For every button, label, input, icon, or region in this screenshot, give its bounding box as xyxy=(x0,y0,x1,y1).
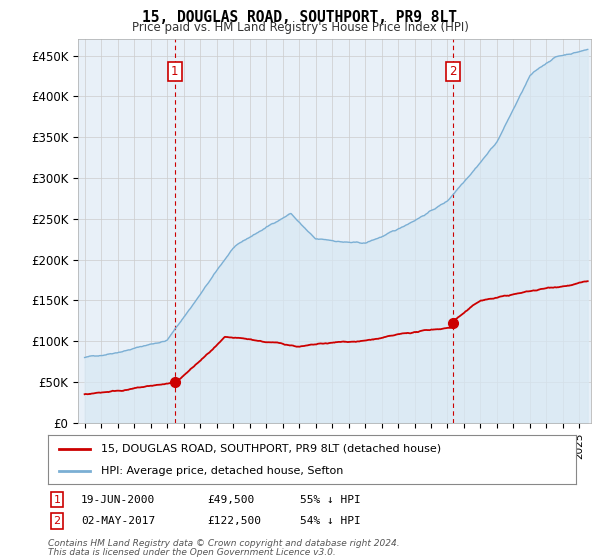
Text: £49,500: £49,500 xyxy=(207,494,254,505)
Text: 1: 1 xyxy=(171,66,179,78)
Text: 2: 2 xyxy=(53,516,61,526)
Text: 19-JUN-2000: 19-JUN-2000 xyxy=(81,494,155,505)
Text: 2: 2 xyxy=(449,66,457,78)
Text: 54% ↓ HPI: 54% ↓ HPI xyxy=(300,516,361,526)
Text: 15, DOUGLAS ROAD, SOUTHPORT, PR9 8LT: 15, DOUGLAS ROAD, SOUTHPORT, PR9 8LT xyxy=(143,10,458,25)
Text: Price paid vs. HM Land Registry's House Price Index (HPI): Price paid vs. HM Land Registry's House … xyxy=(131,21,469,34)
Text: Contains HM Land Registry data © Crown copyright and database right 2024.: Contains HM Land Registry data © Crown c… xyxy=(48,539,400,548)
Text: 1: 1 xyxy=(53,494,61,505)
Text: This data is licensed under the Open Government Licence v3.0.: This data is licensed under the Open Gov… xyxy=(48,548,336,557)
Text: £122,500: £122,500 xyxy=(207,516,261,526)
Text: HPI: Average price, detached house, Sefton: HPI: Average price, detached house, Seft… xyxy=(101,465,343,475)
Text: 15, DOUGLAS ROAD, SOUTHPORT, PR9 8LT (detached house): 15, DOUGLAS ROAD, SOUTHPORT, PR9 8LT (de… xyxy=(101,444,441,454)
Text: 02-MAY-2017: 02-MAY-2017 xyxy=(81,516,155,526)
Text: 55% ↓ HPI: 55% ↓ HPI xyxy=(300,494,361,505)
